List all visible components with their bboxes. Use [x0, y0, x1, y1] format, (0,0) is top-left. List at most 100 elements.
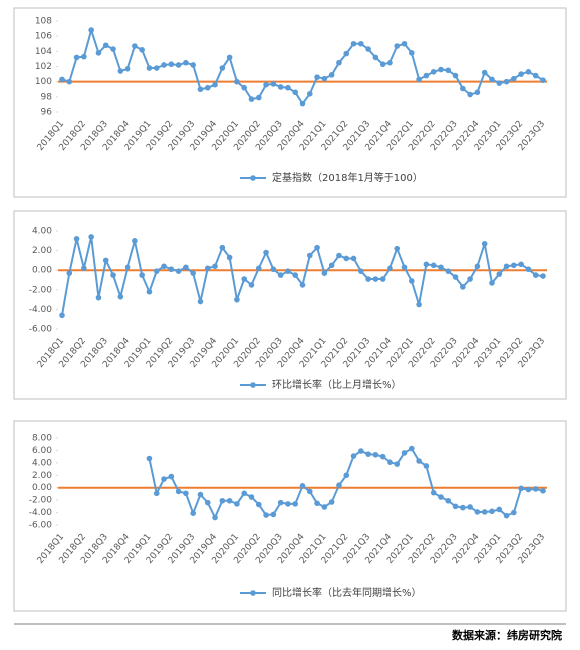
data-point — [343, 472, 350, 479]
data-point — [350, 255, 357, 262]
data-point — [314, 500, 320, 507]
data-point — [168, 266, 175, 273]
data-point — [226, 497, 233, 504]
legend-label: 同比增长率（比去年同期增长%） — [272, 586, 422, 599]
data-point — [365, 451, 371, 457]
y-tick-label: -6.00 — [29, 325, 53, 335]
data-point — [190, 510, 196, 516]
data-point — [161, 62, 167, 68]
data-point — [336, 482, 342, 489]
data-point — [277, 84, 284, 90]
data-point — [306, 252, 313, 259]
data-point — [234, 501, 240, 507]
data-point — [511, 509, 517, 516]
data-point — [525, 266, 532, 273]
data-point — [489, 508, 495, 515]
y-tick-label: -2.00 — [29, 285, 53, 295]
data-point — [518, 71, 524, 77]
data-point — [110, 272, 116, 278]
data-point — [59, 312, 65, 319]
data-point — [358, 268, 364, 274]
data-point — [503, 263, 510, 270]
source-note: 数据来源：纬房研究院 — [452, 628, 562, 642]
data-point — [460, 284, 466, 290]
data-point — [95, 50, 102, 56]
data-point — [197, 86, 204, 93]
data-point — [102, 42, 109, 49]
data-point — [175, 488, 182, 495]
data-point — [372, 54, 379, 61]
data-point — [372, 276, 379, 282]
data-point — [438, 66, 444, 73]
data-point — [423, 72, 430, 79]
data-point — [379, 453, 386, 460]
data-point — [81, 265, 87, 272]
data-point — [88, 27, 94, 33]
data-point — [306, 488, 313, 495]
data-point — [503, 78, 510, 85]
data-point — [270, 511, 277, 518]
data-point — [175, 268, 182, 274]
y-tick-label: 4.00 — [32, 227, 52, 237]
data-point — [372, 451, 379, 458]
data-point — [204, 84, 211, 91]
data-point — [489, 280, 495, 286]
data-point — [416, 458, 422, 464]
panel — [13, 7, 567, 198]
data-point — [153, 490, 160, 497]
data-point — [153, 65, 160, 71]
legend-marker — [250, 590, 256, 596]
data-point — [241, 490, 247, 497]
data-point — [321, 504, 328, 510]
data-point — [270, 266, 277, 273]
data-point — [467, 91, 473, 98]
y-tick-label: 0.00 — [32, 483, 52, 493]
data-point — [183, 264, 189, 271]
y-tick-label: 106 — [35, 32, 52, 42]
data-point — [299, 100, 306, 107]
data-point — [445, 67, 452, 74]
data-point — [328, 499, 335, 505]
data-point — [190, 62, 196, 68]
data-point — [445, 268, 452, 274]
y-tick-label: 2.00 — [32, 246, 52, 256]
data-point — [401, 40, 408, 47]
data-point — [248, 96, 255, 102]
data-point — [489, 76, 495, 83]
data-point — [124, 264, 131, 271]
data-point — [518, 261, 524, 268]
data-point — [467, 276, 473, 282]
data-point — [394, 461, 401, 467]
data-point — [481, 509, 488, 515]
data-point — [190, 270, 196, 276]
y-tick-label: 6.00 — [32, 446, 52, 456]
data-point — [248, 282, 255, 288]
data-point — [423, 463, 430, 469]
data-point — [532, 486, 539, 492]
panel — [13, 210, 567, 400]
data-point — [175, 62, 182, 68]
data-point — [212, 81, 218, 88]
data-point — [168, 473, 175, 480]
data-point — [285, 84, 291, 91]
data-point — [263, 512, 269, 518]
data-point — [117, 293, 124, 300]
data-point — [299, 483, 306, 489]
data-point — [416, 301, 422, 308]
data-point — [358, 40, 364, 47]
data-point — [445, 497, 452, 504]
y-tick-label: 104 — [35, 47, 52, 57]
data-point — [241, 84, 247, 91]
legend-marker — [250, 175, 256, 181]
data-point — [248, 494, 255, 500]
series-line — [148, 447, 544, 520]
data-point — [416, 76, 422, 83]
data-point — [540, 77, 546, 83]
data-point — [234, 296, 240, 303]
data-point — [204, 265, 211, 272]
y-tick-label: 108 — [35, 17, 52, 27]
data-point — [394, 43, 401, 49]
data-point — [95, 294, 102, 301]
data-point — [481, 240, 488, 247]
